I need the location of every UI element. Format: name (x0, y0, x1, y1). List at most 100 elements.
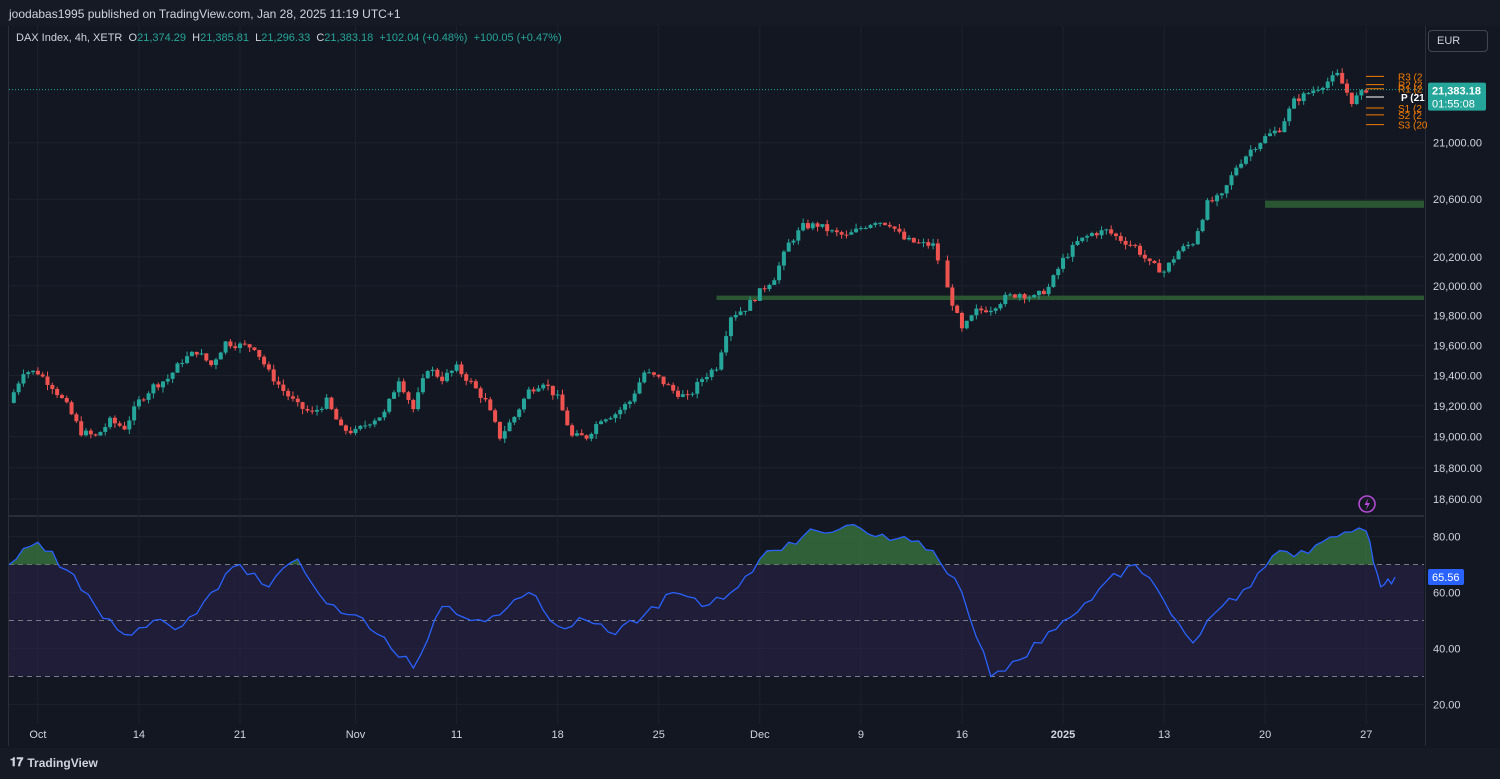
candle-body (156, 384, 161, 388)
candle-body (1200, 219, 1205, 232)
candle-body (844, 234, 849, 236)
candle-body (1325, 81, 1330, 88)
candle-body (777, 265, 782, 281)
candle-body (675, 390, 680, 397)
grid (9, 26, 1424, 724)
candle-body (1301, 93, 1306, 102)
candle-body (204, 353, 209, 361)
price-tick-label: 19,400.00 (1433, 370, 1482, 382)
support-zones (716, 200, 1424, 301)
low-value: 21,296.33 (261, 32, 311, 44)
candle-body (916, 242, 921, 244)
countdown-label: 01:55:08 (1432, 99, 1475, 111)
candle-body (141, 399, 146, 401)
candle-body (1210, 200, 1215, 202)
candle-body (541, 384, 546, 389)
currency-selector[interactable]: EUR (1428, 30, 1488, 52)
candle-body (1186, 244, 1191, 247)
candle-body (339, 419, 344, 426)
candle-body (334, 409, 339, 420)
candle-body (1287, 108, 1292, 122)
candle-body (175, 363, 180, 373)
candle-body (594, 424, 599, 434)
candle-body (560, 394, 565, 411)
candle-body (618, 409, 623, 415)
candle-body (218, 352, 223, 360)
candle-body (637, 382, 642, 394)
candle-body (627, 401, 632, 405)
candle-body (969, 315, 974, 321)
candle-body (786, 242, 791, 252)
candle-body (271, 369, 276, 382)
candle-body (136, 399, 141, 407)
lightning-icon[interactable] (1358, 495, 1376, 513)
time-tick-label: 14 (133, 729, 145, 741)
candle-body (16, 383, 21, 393)
candle-body (377, 417, 382, 421)
candle-body (1239, 163, 1244, 168)
candle-body (1344, 83, 1349, 93)
rsi-value-label: 65.56 (1432, 572, 1460, 584)
candle-body (873, 223, 878, 225)
candle-body (1080, 237, 1085, 242)
candle-body (719, 352, 724, 370)
rsi-line-group (8, 523, 1396, 678)
candle-body (1195, 231, 1200, 245)
candle-body (772, 280, 777, 285)
candle-body (988, 310, 993, 313)
candle-body (931, 243, 936, 246)
candle-body (1056, 268, 1061, 276)
candle-body (1113, 233, 1118, 237)
candle-body (531, 389, 536, 392)
candle-body (714, 369, 719, 371)
candle-body (709, 369, 714, 377)
candle-body (805, 223, 810, 229)
candle-body (887, 224, 892, 227)
candle-body (242, 343, 247, 345)
candle-body (276, 381, 281, 385)
candle-body (1224, 185, 1229, 194)
support-zone (716, 295, 1424, 301)
price-tick-label: 18,600.00 (1433, 494, 1482, 506)
candle-body (1219, 193, 1224, 196)
candle-body (781, 251, 786, 266)
candle-body (1075, 241, 1080, 245)
candle-body (262, 356, 267, 365)
change-value-2: +100.05 (+0.47%) (473, 32, 562, 44)
close-value: 21,383.18 (324, 32, 374, 44)
time-tick-label: 18 (552, 729, 564, 741)
candle-body (1032, 295, 1037, 298)
candle-body (854, 228, 859, 233)
tradingview-logo-icon: 𝟏𝟕 (10, 755, 24, 769)
pivot-label: S2 (2 (1398, 111, 1422, 122)
candle-body (329, 397, 334, 410)
candle-body (613, 414, 618, 419)
open-value: 21,374.29 (137, 32, 187, 44)
candle-body (502, 431, 507, 439)
candle-body (324, 397, 329, 409)
candle-body (98, 431, 103, 436)
price-tick-label: 19,800.00 (1433, 311, 1482, 323)
rsi-tick-label: 40.00 (1433, 643, 1461, 655)
tradingview-brand[interactable]: 𝟏𝟕 TradingView (10, 755, 98, 770)
candle-body (1349, 92, 1354, 105)
last-price-badge (1428, 82, 1486, 111)
candle-body (122, 425, 127, 430)
candle-body (449, 370, 454, 373)
candle-body (493, 410, 498, 422)
candle-body (536, 388, 541, 392)
candle-body (955, 305, 960, 313)
candle-body (1253, 148, 1258, 150)
candle-body (1128, 244, 1133, 246)
price-tick-label: 20,200.00 (1433, 252, 1482, 264)
candle-body (170, 372, 175, 379)
candle-body (825, 224, 830, 232)
candle-body (921, 242, 926, 244)
candle-body (1133, 244, 1138, 246)
rsi-line (8, 523, 1396, 678)
candle-body (998, 304, 1003, 309)
candle-body (656, 374, 661, 377)
candle-body (1027, 297, 1032, 299)
